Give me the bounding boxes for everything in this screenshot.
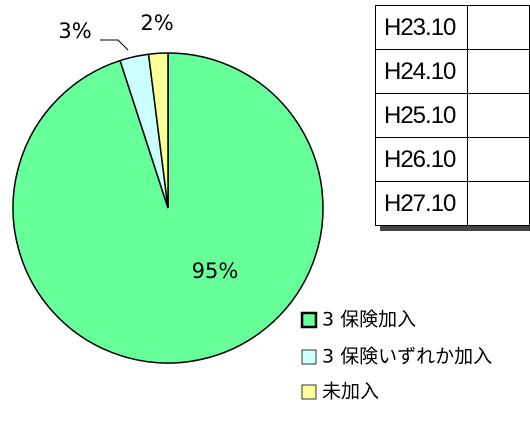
table-cell: H26.10 [375,137,468,182]
legend-label: 3 保険加入 [322,309,416,331]
data-label: 3% [58,19,91,43]
data-label: 95% [192,259,239,283]
legend-swatch [301,349,317,365]
legend-swatch [301,384,317,400]
pie-slice [147,52,169,209]
table-cell: H27.10 [375,181,468,226]
table-cell: H23.10 [375,5,468,50]
table-cell [466,93,530,138]
table-cell [466,181,530,226]
legend-label: 3 保険いずれか加入 [322,346,492,368]
table-row: H23.10 [375,5,530,50]
table-cell: H24.10 [375,49,468,94]
legend-swatch [300,311,318,329]
data-table: H23.10 H24.10 H25.10 H26.10 H27.10 [375,5,530,226]
data-label: 2% [140,11,173,35]
table-cell [466,5,530,50]
table-row: H24.10 [375,49,530,94]
table-row: H27.10 [375,181,530,226]
table-cell [466,49,530,94]
table-cell [466,137,530,182]
table-row: H26.10 [375,137,530,182]
legend-label: 未加入 [322,381,379,403]
table-row: H25.10 [375,93,530,138]
table-cell: H25.10 [375,93,468,138]
leader-line [100,39,129,51]
